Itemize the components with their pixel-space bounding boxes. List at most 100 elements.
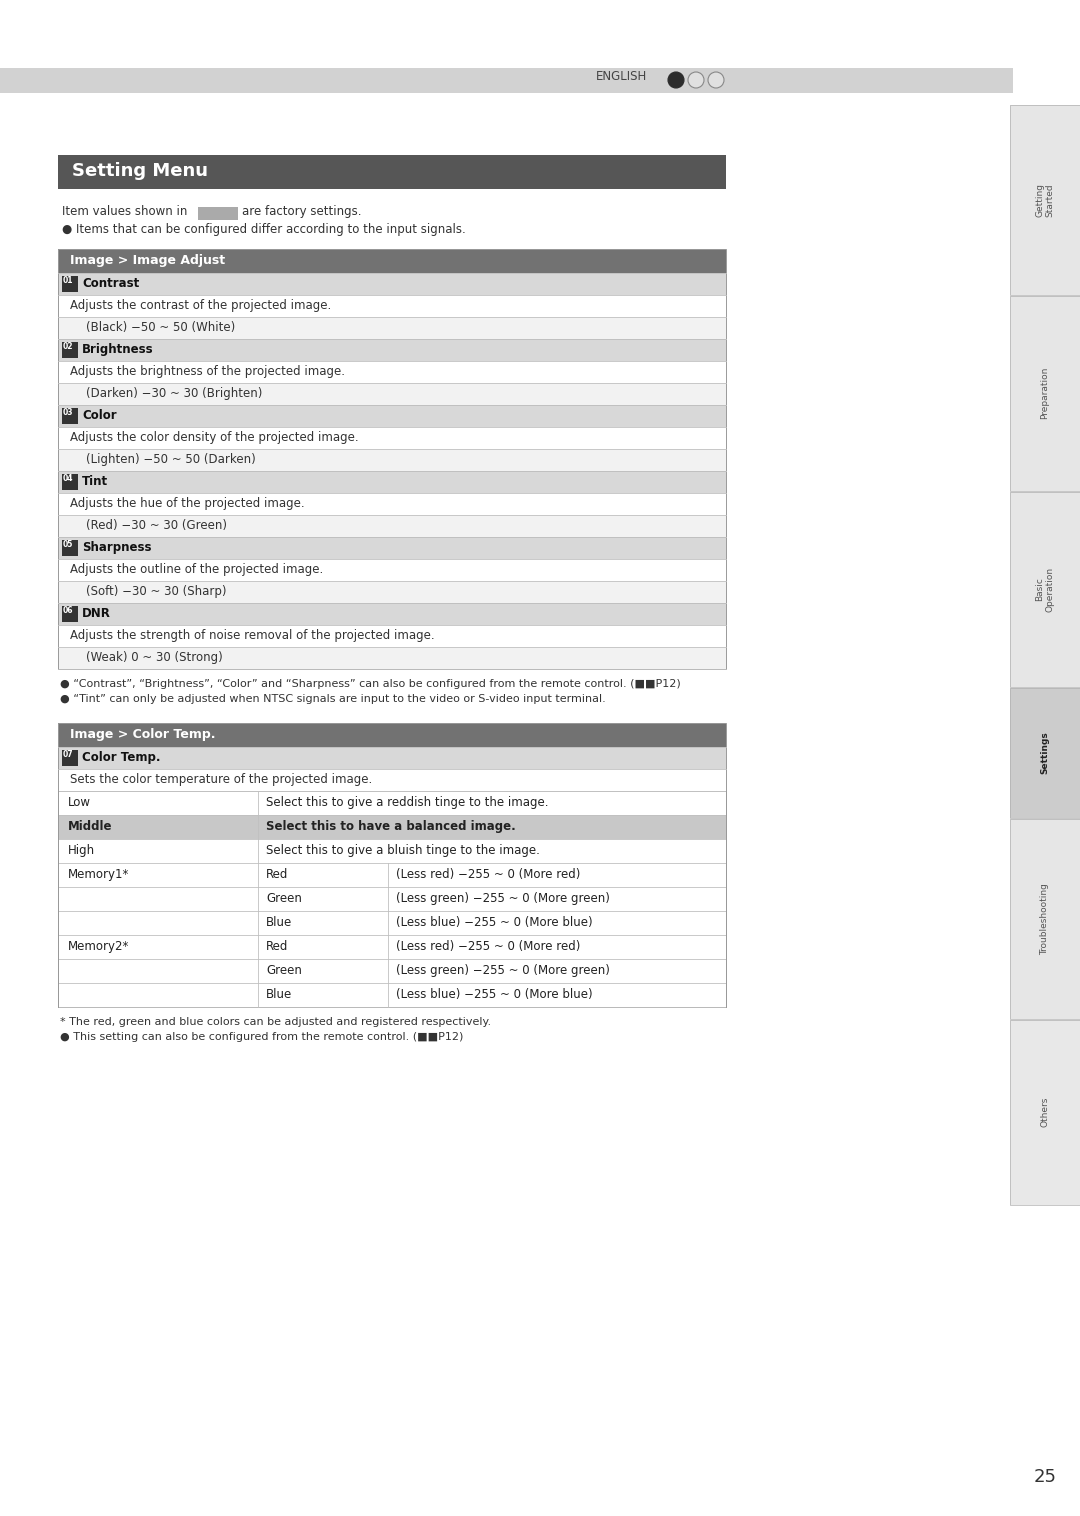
Text: Setting Menu: Setting Menu	[72, 162, 208, 180]
Bar	[1010, 819, 1080, 1019]
Text: Select this to give a bluish tinge to the image.: Select this to give a bluish tinge to th…	[266, 844, 540, 857]
Bar	[58, 296, 726, 317]
Bar	[58, 887, 726, 911]
Bar	[1010, 688, 1080, 819]
Text: High: High	[68, 844, 95, 857]
Text: Image > Image Adjust: Image > Image Adjust	[70, 255, 225, 267]
Bar	[62, 408, 78, 424]
Bar	[58, 863, 726, 887]
Text: (Lighten) −50 ~ 50 (Darken): (Lighten) −50 ~ 50 (Darken)	[86, 453, 256, 465]
Bar	[1010, 296, 1080, 491]
Text: Adjusts the strength of noise removal of the projected image.: Adjusts the strength of noise removal of…	[70, 629, 434, 641]
Bar	[58, 647, 726, 669]
Bar	[58, 982, 726, 1007]
Text: Image > Color Temp.: Image > Color Temp.	[70, 728, 216, 741]
Bar	[62, 343, 78, 358]
Text: (Less red) −255 ~ 0 (More red): (Less red) −255 ~ 0 (More red)	[396, 869, 580, 881]
Text: (Less green) −255 ~ 0 (More green): (Less green) −255 ~ 0 (More green)	[396, 891, 610, 905]
Text: (Weak) 0 ~ 30 (Strong): (Weak) 0 ~ 30 (Strong)	[86, 650, 222, 664]
Bar	[58, 603, 726, 625]
Bar	[58, 911, 726, 935]
Text: Color Temp.: Color Temp.	[82, 750, 161, 764]
Text: * The red, green and blue colors can be adjusted and registered respectively.: * The red, green and blue colors can be …	[60, 1017, 491, 1026]
Text: (Less green) −255 ~ 0 (More green): (Less green) −255 ~ 0 (More green)	[396, 964, 610, 976]
Bar	[1010, 105, 1080, 296]
Bar	[58, 838, 726, 863]
Bar	[58, 449, 726, 471]
Text: ENGLISH: ENGLISH	[596, 70, 647, 83]
Text: Contrast: Contrast	[82, 277, 139, 290]
Bar	[58, 428, 726, 449]
Text: 04: 04	[63, 475, 73, 484]
Bar	[58, 317, 726, 340]
Text: Middle: Middle	[68, 820, 112, 832]
Text: Adjusts the outline of the projected image.: Adjusts the outline of the projected ima…	[70, 562, 323, 576]
Bar	[0, 68, 1013, 92]
Text: Green: Green	[266, 891, 302, 905]
Bar	[1010, 493, 1080, 687]
Bar	[1010, 819, 1080, 1019]
Text: ● “Contrast”, “Brightness”, “Color” and “Sharpness” can also be configured from : ● “Contrast”, “Brightness”, “Color” and …	[60, 679, 680, 688]
Bar	[58, 960, 726, 982]
Circle shape	[688, 71, 704, 88]
Text: are factory settings.: are factory settings.	[242, 205, 362, 218]
Text: Preparation: Preparation	[1040, 367, 1050, 420]
Text: Red: Red	[266, 869, 288, 881]
Text: 06: 06	[63, 606, 73, 615]
Bar	[58, 493, 726, 515]
Text: Others: Others	[1040, 1096, 1050, 1128]
Circle shape	[708, 71, 724, 88]
Bar	[58, 816, 726, 838]
Text: Green: Green	[266, 964, 302, 976]
Text: (Less blue) −255 ~ 0 (More blue): (Less blue) −255 ~ 0 (More blue)	[396, 916, 593, 929]
Bar	[58, 769, 726, 791]
Bar	[62, 750, 78, 766]
Bar	[1010, 1020, 1080, 1205]
Text: (Less blue) −255 ~ 0 (More blue): (Less blue) −255 ~ 0 (More blue)	[396, 988, 593, 1001]
Bar	[58, 273, 726, 296]
Bar	[58, 723, 726, 1007]
Text: Troubleshooting: Troubleshooting	[1040, 882, 1050, 955]
Text: (Less red) −255 ~ 0 (More red): (Less red) −255 ~ 0 (More red)	[396, 940, 580, 954]
Bar	[198, 208, 238, 220]
Text: Adjusts the color density of the projected image.: Adjusts the color density of the project…	[70, 431, 359, 444]
Bar	[58, 249, 726, 273]
Bar	[1010, 1020, 1080, 1205]
Bar	[58, 791, 726, 816]
Text: (Black) −50 ~ 50 (White): (Black) −50 ~ 50 (White)	[86, 321, 235, 334]
Text: (Soft) −30 ~ 30 (Sharp): (Soft) −30 ~ 30 (Sharp)	[86, 585, 227, 597]
Bar	[58, 249, 726, 669]
Text: Color: Color	[82, 409, 117, 421]
Bar	[58, 340, 726, 361]
Text: Memory2*: Memory2*	[68, 940, 130, 954]
Text: Blue: Blue	[266, 988, 293, 1001]
Bar	[1010, 493, 1080, 687]
Text: ● Items that can be configured differ according to the input signals.: ● Items that can be configured differ ac…	[62, 223, 465, 236]
Text: Memory1*: Memory1*	[68, 869, 130, 881]
Bar	[62, 276, 78, 293]
Bar	[58, 471, 726, 493]
Text: Item values shown in: Item values shown in	[62, 205, 187, 218]
Text: Settings: Settings	[1040, 732, 1050, 775]
Bar	[62, 540, 78, 556]
Text: (Red) −30 ~ 30 (Green): (Red) −30 ~ 30 (Green)	[86, 518, 227, 532]
Text: Tint: Tint	[82, 475, 108, 488]
Text: Blue: Blue	[266, 916, 293, 929]
Bar	[58, 515, 726, 537]
Circle shape	[669, 71, 684, 88]
Bar	[58, 384, 726, 405]
Bar	[58, 581, 726, 603]
Text: 05: 05	[63, 540, 73, 549]
Bar	[58, 155, 726, 190]
Text: Sharpness: Sharpness	[82, 541, 151, 553]
Text: Red: Red	[266, 940, 288, 954]
Text: 03: 03	[63, 408, 73, 417]
Text: Adjusts the brightness of the projected image.: Adjusts the brightness of the projected …	[70, 365, 345, 377]
Bar	[58, 723, 726, 747]
Text: ● This setting can also be configured from the remote control. (■■P12): ● This setting can also be configured fr…	[60, 1032, 463, 1041]
Bar	[58, 747, 726, 769]
Bar	[1010, 688, 1080, 819]
Text: Brightness: Brightness	[82, 343, 153, 356]
Text: 07: 07	[63, 750, 73, 760]
Text: Low: Low	[68, 796, 91, 810]
